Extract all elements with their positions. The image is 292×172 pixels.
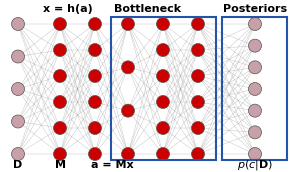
Bar xyxy=(222,17,287,160)
Circle shape xyxy=(88,148,102,160)
Circle shape xyxy=(192,95,204,109)
Circle shape xyxy=(53,44,67,56)
Circle shape xyxy=(192,148,204,160)
Circle shape xyxy=(88,95,102,109)
Circle shape xyxy=(248,148,262,160)
Circle shape xyxy=(53,95,67,109)
Circle shape xyxy=(192,121,204,135)
Circle shape xyxy=(248,39,262,52)
Circle shape xyxy=(11,18,25,30)
Circle shape xyxy=(11,83,25,95)
Text: Posteriors: Posteriors xyxy=(223,4,287,14)
Text: M: M xyxy=(55,160,65,170)
Circle shape xyxy=(157,95,169,109)
Circle shape xyxy=(121,61,135,74)
Circle shape xyxy=(11,115,25,128)
Circle shape xyxy=(248,61,262,74)
Circle shape xyxy=(88,44,102,56)
Circle shape xyxy=(88,69,102,83)
Circle shape xyxy=(192,18,204,30)
Circle shape xyxy=(157,69,169,83)
Circle shape xyxy=(11,50,25,63)
Circle shape xyxy=(248,126,262,139)
Circle shape xyxy=(121,148,135,160)
Circle shape xyxy=(88,18,102,30)
Circle shape xyxy=(157,44,169,56)
Circle shape xyxy=(157,18,169,30)
Circle shape xyxy=(53,148,67,160)
Circle shape xyxy=(157,148,169,160)
Circle shape xyxy=(53,121,67,135)
Bar xyxy=(111,17,216,160)
Text: x = h(a): x = h(a) xyxy=(43,4,93,14)
Circle shape xyxy=(53,69,67,83)
Text: D: D xyxy=(13,160,22,170)
Text: $p(c|\mathbf{D})$: $p(c|\mathbf{D})$ xyxy=(237,158,273,172)
Circle shape xyxy=(248,83,262,95)
Circle shape xyxy=(53,18,67,30)
Circle shape xyxy=(192,69,204,83)
Circle shape xyxy=(192,44,204,56)
Circle shape xyxy=(121,104,135,117)
Circle shape xyxy=(11,148,25,160)
Text: Bottleneck: Bottleneck xyxy=(114,4,182,14)
Circle shape xyxy=(88,121,102,135)
Circle shape xyxy=(121,18,135,30)
Text: a = Mx: a = Mx xyxy=(91,160,133,170)
Circle shape xyxy=(248,104,262,117)
Circle shape xyxy=(248,18,262,30)
Circle shape xyxy=(157,121,169,135)
